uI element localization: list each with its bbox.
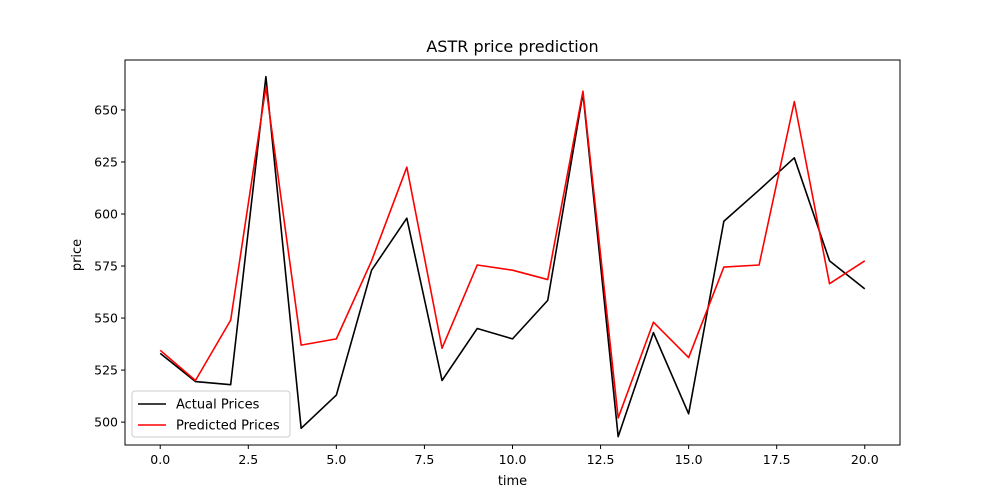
x-tick-label: 7.5 xyxy=(414,452,434,467)
x-tick-label: 0.0 xyxy=(150,452,170,467)
y-tick-label: 550 xyxy=(94,311,118,326)
y-axis: 500 525 550 575 600 625 650 xyxy=(94,102,125,430)
x-tick-label: 20.0 xyxy=(851,452,879,467)
y-tick-label: 650 xyxy=(94,102,118,117)
x-axis-label: time xyxy=(498,474,527,489)
x-tick-label: 5.0 xyxy=(326,452,346,467)
legend-entry: Predicted Prices xyxy=(176,419,280,434)
x-axis: 0.0 2.5 5.0 7.5 10.0 12.5 15.0 17.5 20.0 xyxy=(150,445,879,467)
y-tick-label: 500 xyxy=(94,415,118,430)
legend-box xyxy=(131,390,291,438)
series-layer xyxy=(159,75,866,438)
y-tick-label: 575 xyxy=(94,259,118,274)
chart-title: ASTR price prediction xyxy=(426,37,598,56)
y-tick-label: 525 xyxy=(94,363,118,378)
x-tick-label: 17.5 xyxy=(763,452,791,467)
x-tick-label: 2.5 xyxy=(238,452,258,467)
x-tick-label: 12.5 xyxy=(587,452,615,467)
legend-entry: Actual Prices xyxy=(176,398,260,413)
legend: Actual Prices Predicted Prices xyxy=(131,390,291,438)
y-axis-label: price xyxy=(70,239,85,271)
series-line-actual xyxy=(159,75,866,438)
series-line-predicted xyxy=(159,86,866,419)
y-tick-label: 600 xyxy=(94,207,118,222)
x-tick-label: 10.0 xyxy=(499,452,527,467)
x-tick-label: 15.0 xyxy=(675,452,703,467)
y-tick-label: 625 xyxy=(94,154,118,169)
